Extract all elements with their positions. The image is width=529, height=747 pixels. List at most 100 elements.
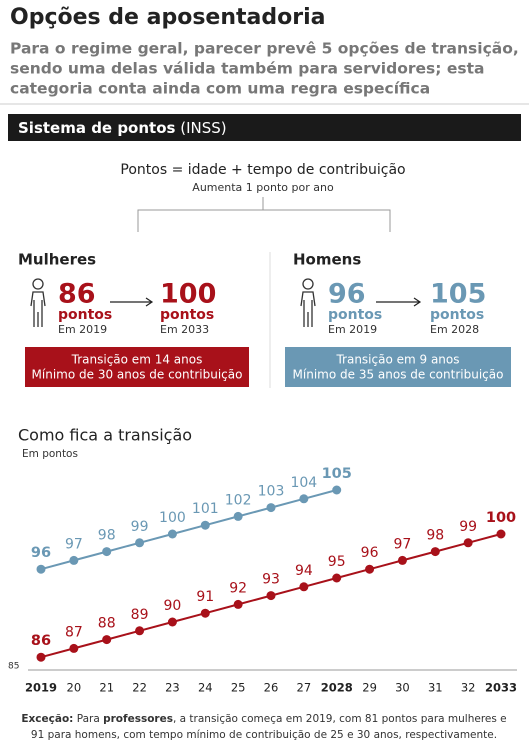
info-box-text: Transição em 9 anos	[335, 353, 459, 367]
person-icon	[300, 291, 316, 327]
footnote-part: professores	[103, 713, 173, 725]
data-label: 105	[322, 466, 352, 482]
info-box-text: Mínimo de 35 anos de contribuição	[293, 368, 504, 382]
info-box-text: Mínimo de 30 anos de contribuição	[32, 368, 243, 382]
data-label: 104	[290, 475, 317, 491]
data-label: 89	[131, 607, 149, 623]
footnote-part: Para	[73, 713, 103, 725]
data-label: 102	[225, 492, 252, 508]
data-label: 90	[164, 598, 182, 614]
data-point	[332, 573, 342, 583]
section-title-bold: Sistema de pontos	[18, 119, 176, 137]
section-suffix: (INSS)	[175, 119, 226, 137]
bracket	[137, 197, 391, 232]
formula-note: Aumenta 1 ponto por ano	[192, 181, 334, 194]
subtitle: sendo uma delas válida também para servi…	[10, 60, 484, 78]
data-point	[200, 520, 210, 530]
arrow	[110, 297, 154, 307]
data-label: 87	[65, 624, 83, 640]
subtitle: Para o regime geral, parecer prevê 5 opç…	[10, 40, 519, 58]
from-unit: pontos	[58, 307, 112, 323]
footnote: 91 para homens, com tempo mínimo de cont…	[31, 729, 497, 741]
data-point	[332, 485, 342, 495]
data-label: 98	[426, 528, 444, 544]
info-box-text: Transição em 14 anos	[71, 353, 203, 367]
x-tick-label: 27	[297, 681, 312, 695]
data-label: 99	[459, 519, 477, 535]
data-point	[299, 494, 309, 504]
to-unit: pontos	[160, 307, 214, 323]
x-tick-label: 2033	[485, 681, 517, 695]
series-line	[40, 489, 337, 571]
data-point	[167, 617, 177, 627]
from-value: 86	[58, 279, 96, 310]
title: Opções de aposentadoria	[10, 5, 325, 30]
person-icon	[30, 291, 46, 327]
data-label: 96	[361, 545, 379, 561]
section-title: Sistema de pontos (INSS)	[18, 119, 227, 137]
data-point	[69, 555, 79, 565]
data-point	[430, 547, 440, 557]
data-label: 95	[328, 554, 346, 570]
from-year: Em 2019	[58, 323, 107, 336]
from-year: Em 2019	[328, 323, 377, 336]
data-label: 98	[98, 528, 116, 544]
data-point	[233, 599, 243, 609]
data-point	[266, 503, 276, 513]
x-tick-label: 2019	[25, 681, 57, 695]
info-box	[25, 347, 249, 387]
data-label: 101	[192, 501, 219, 517]
data-label: 91	[196, 589, 214, 605]
data-point	[365, 564, 375, 574]
group-name: Mulheres	[18, 251, 96, 269]
x-tick-label: 29	[362, 681, 377, 695]
from-unit: pontos	[328, 307, 382, 323]
x-tick-label: 20	[67, 681, 82, 695]
data-label: 97	[65, 536, 83, 552]
data-label: 88	[98, 616, 116, 632]
x-tick-label: 24	[198, 681, 213, 695]
y-axis-label: Em pontos	[22, 448, 78, 460]
x-tick-label: 21	[99, 681, 114, 695]
x-tick-label: 31	[428, 681, 443, 695]
data-point	[299, 582, 309, 592]
x-tick-label: 26	[264, 681, 279, 695]
data-point	[69, 643, 79, 653]
data-point	[233, 511, 243, 521]
chart: Como fica a transição Em pontos 85 2019 20 21…	[8, 426, 517, 695]
data-label: 99	[131, 519, 149, 535]
data-point	[496, 529, 506, 539]
data-point	[102, 547, 112, 557]
data-point	[102, 635, 112, 645]
data-label: 97	[394, 536, 412, 552]
data-point	[135, 626, 145, 636]
to-value: 105	[430, 279, 486, 310]
data-label: 86	[31, 633, 51, 649]
x-tick-label: 22	[132, 681, 147, 695]
data-point	[36, 564, 46, 574]
data-point	[266, 591, 276, 601]
data-label: 92	[229, 580, 247, 596]
x-tick-label: 30	[395, 681, 410, 695]
info-box	[285, 347, 511, 387]
data-label: 103	[258, 484, 285, 500]
person-icon	[32, 278, 44, 290]
section-bar	[8, 114, 521, 141]
subtitle: categoria conta ainda com uma regra espe…	[10, 80, 430, 98]
to-value: 100	[160, 279, 216, 310]
data-label: 94	[295, 563, 313, 579]
data-point	[167, 529, 177, 539]
data-point	[36, 652, 46, 662]
y-tick-label: 85	[8, 662, 19, 672]
arrow	[376, 297, 422, 307]
to-year: Em 2028	[430, 323, 479, 336]
person-icon	[302, 278, 314, 290]
x-tick-label: 2028	[321, 681, 353, 695]
data-label: 100	[159, 510, 186, 526]
data-point	[200, 608, 210, 618]
from-value: 96	[328, 279, 366, 310]
formula: Pontos = idade + tempo de contribuição	[120, 162, 405, 178]
x-tick-label: 25	[231, 681, 246, 695]
